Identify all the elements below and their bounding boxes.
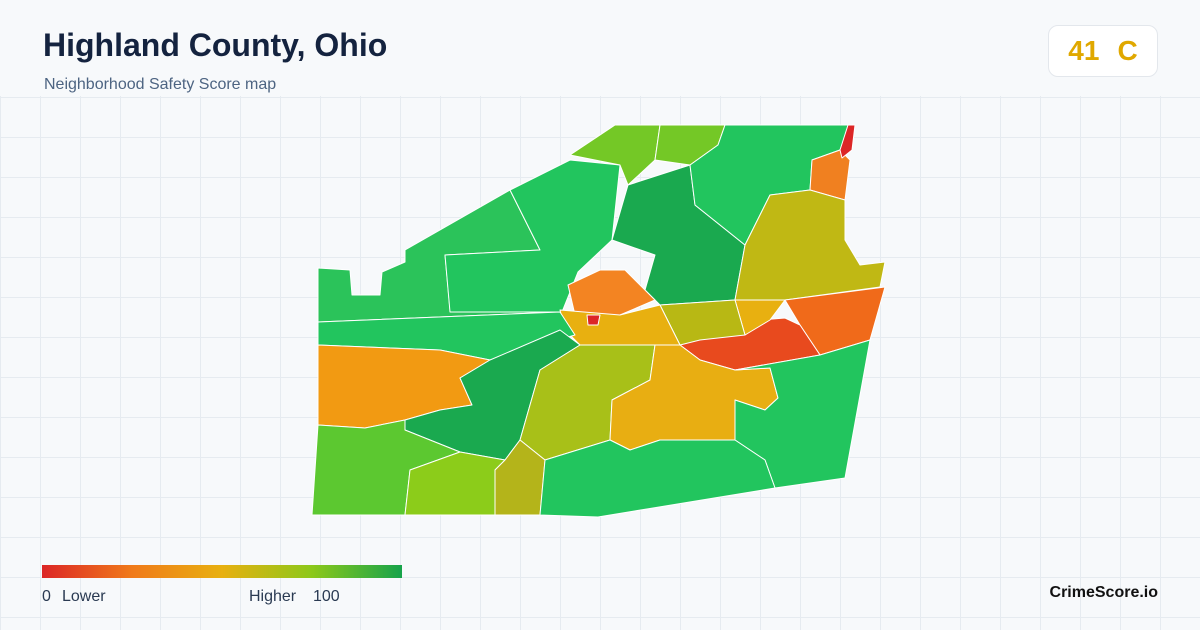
region (539, 439, 776, 518)
legend-min: 0 (42, 588, 51, 605)
score-grade: C (1117, 35, 1138, 66)
brand: CrimeScore.io (1049, 584, 1158, 601)
legend-max-label: Higher (249, 588, 297, 605)
title: Highland County, Ohio (43, 27, 388, 63)
score-badge: 41 C (1048, 25, 1158, 77)
region (586, 314, 601, 326)
region (444, 159, 621, 313)
region (839, 124, 856, 159)
header: Highland County, Ohio Neighborhood Safet… (0, 0, 1200, 96)
regions (311, 124, 886, 518)
subtitle: Neighborhood Safety Score map (44, 76, 277, 93)
legend-max: 100 (313, 588, 340, 605)
region (734, 189, 886, 301)
region (809, 149, 851, 201)
legend-gradient (42, 565, 402, 578)
legend-min-label: Lower (62, 588, 106, 605)
score-value: 41 (1068, 35, 1100, 66)
region (567, 269, 656, 316)
